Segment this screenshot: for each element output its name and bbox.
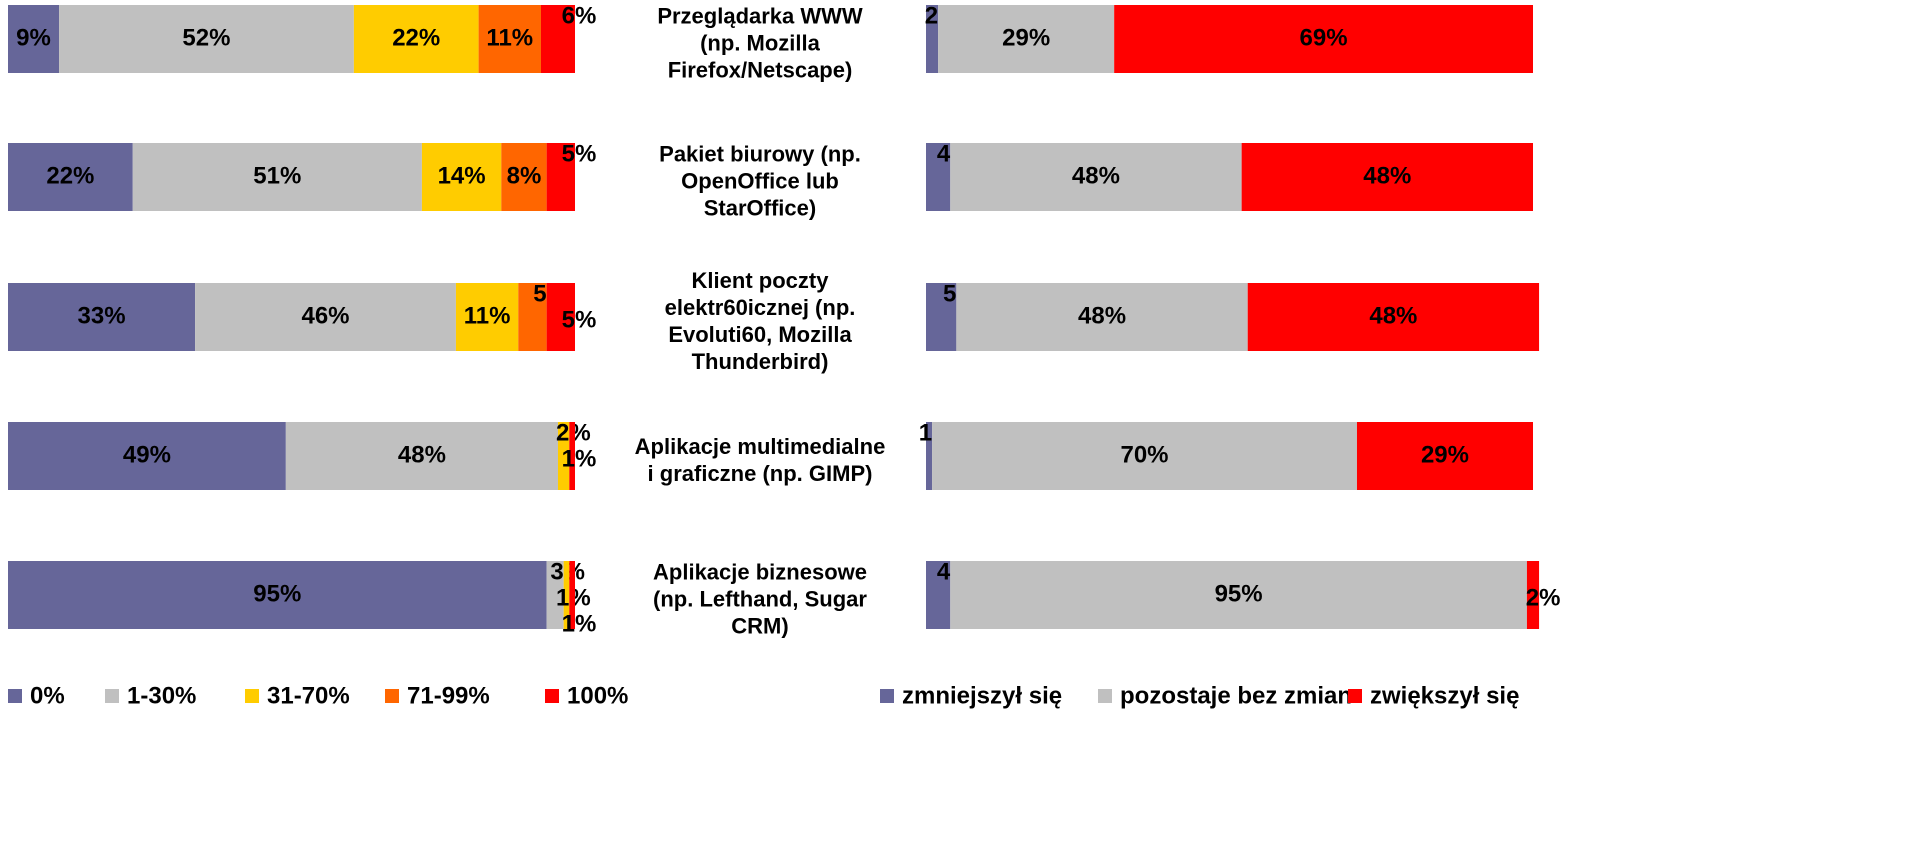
bar-segment [1114,5,1533,73]
bar-segment [501,143,547,211]
legend-swatch [880,689,894,703]
bar-segment [926,561,951,629]
bar-segment [546,561,564,629]
legend-label: 100% [567,682,628,709]
legend-swatch [1348,689,1362,703]
bar-segment [926,283,957,351]
bar-segment [926,422,933,490]
data-label: 1% [562,610,597,637]
data-label: 22% [392,24,440,51]
data-label: 1% [562,445,597,472]
data-label: 2% [1526,584,1561,611]
bar-segment [8,561,547,629]
bar-segment [569,561,575,629]
data-label: 48% [1078,302,1126,329]
data-label: 48% [1369,302,1417,329]
data-label: 11% [464,302,511,329]
bar-segment [932,422,1357,490]
data-label: 49% [123,441,171,468]
bar-segment [8,422,286,490]
data-label: 51% [253,162,301,189]
bar-segment [478,5,541,73]
bar-segment [926,143,951,211]
bar-segment [956,283,1248,351]
data-label: 48% [1363,162,1411,189]
data-label: 69% [1300,24,1348,51]
bar-segment [195,283,456,351]
legend-swatch [8,689,22,703]
bar-segment [1247,283,1540,351]
category-label: Przeglądarka WWW (np. Mozilla Firefox/Ne… [657,3,863,83]
bar-segment [1241,143,1533,211]
bar-segment [1526,561,1540,629]
bar-segment [285,422,558,490]
category-label: Pakiet biurowy (np. OpenOffice lub StarO… [659,141,861,221]
legend-label: 0% [30,682,65,709]
legend-swatch [545,689,559,703]
bar-segment [421,143,502,211]
legend-swatch [385,689,399,703]
category-label: Klient poczty elektr60icznej (np. Evolut… [664,268,856,374]
bar-segment [8,5,60,73]
data-label: 46% [301,302,349,329]
legend-swatch [105,689,119,703]
bar-segment [132,143,422,211]
data-label: 9% [16,24,51,51]
bar-segment [563,561,570,629]
bar-segment [455,283,519,351]
data-label: 5% [562,306,597,333]
bar-segment [59,5,354,73]
bar-segment [546,143,575,211]
category-label: Aplikacje biznesowe (np. Lefthand, Sugar… [653,559,867,639]
bar-segment [950,143,1242,211]
legend-swatch [245,689,259,703]
data-label: 48% [398,441,446,468]
legend-label: 31-70% [267,682,350,709]
data-label: 6% [562,2,597,29]
bar-segment [1356,422,1533,490]
data-label: 52% [182,24,230,51]
bar-segment [518,283,547,351]
data-label: 33% [78,302,126,329]
data-label: 11% [486,24,533,51]
legend-label: 1-30% [127,682,196,709]
data-label: 70% [1120,441,1168,468]
data-label: 14% [438,162,486,189]
data-label: 29% [1421,441,1469,468]
bar-segment [540,5,575,73]
data-label: 22% [46,162,94,189]
data-label: 95% [1215,580,1263,607]
legend-swatch [1098,689,1112,703]
legend-label: pozostaje bez zmian [1120,682,1352,709]
bar-segment [8,283,196,351]
legend-label: 71-99% [407,682,490,709]
bar-segment [938,5,1115,73]
bar-segment [353,5,479,73]
bar-segment [950,561,1527,629]
data-label: 8% [507,162,542,189]
data-label: 95% [253,580,301,607]
legend-label: zwiększył się [1370,682,1519,709]
data-label: 5% [562,140,597,167]
data-label: 29% [1002,24,1050,51]
legend-label: zmniejszył się [902,682,1062,709]
category-label: Aplikacje multimedialne i graficzne (np.… [634,434,886,486]
bar-segment [8,143,133,211]
bar-segment [546,283,575,351]
bar-segment [926,5,939,73]
bar-segment [557,422,570,490]
bar-segment [569,422,575,490]
data-label: 48% [1072,162,1120,189]
